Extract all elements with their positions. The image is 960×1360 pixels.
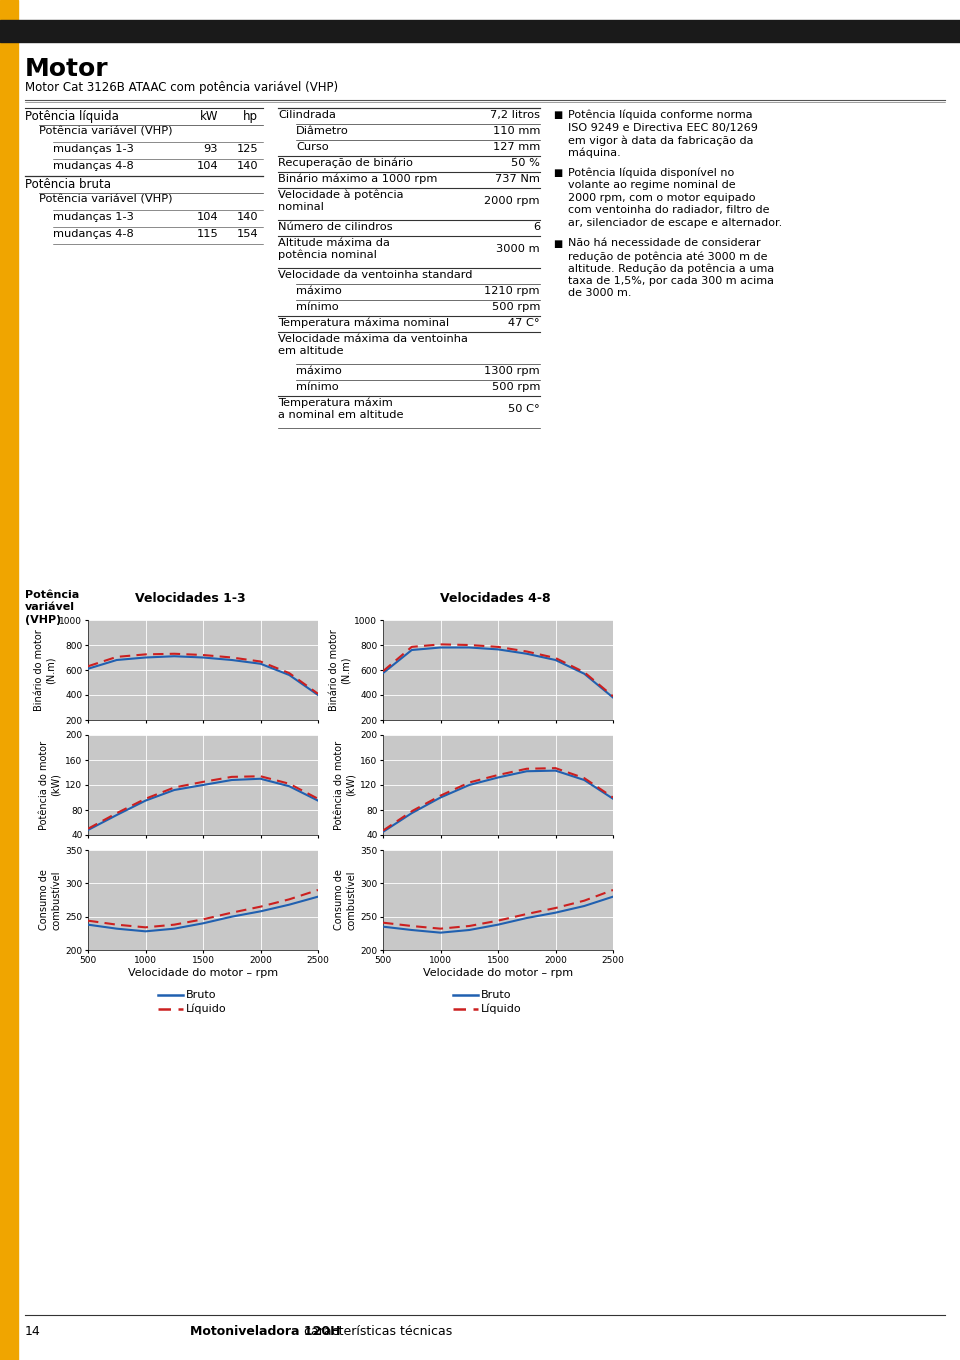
- Text: Recuperação de binário: Recuperação de binário: [278, 158, 413, 169]
- Text: 127 mm: 127 mm: [492, 141, 540, 152]
- Text: Velocidade máxima da ventoinha: Velocidade máxima da ventoinha: [278, 335, 468, 344]
- Text: kW: kW: [200, 110, 218, 122]
- Text: Motor Cat 3126B ATAAC com potência variável (VHP): Motor Cat 3126B ATAAC com potência variá…: [25, 82, 338, 94]
- Text: Motoniveladora 120H: Motoniveladora 120H: [190, 1325, 341, 1338]
- Y-axis label: Potência do motor
(kW): Potência do motor (kW): [39, 740, 61, 830]
- Text: 14: 14: [25, 1325, 40, 1338]
- Text: 50 %: 50 %: [511, 158, 540, 169]
- Text: em vigor à data da fabricação da: em vigor à data da fabricação da: [568, 135, 754, 146]
- Text: Velocidade à potência: Velocidade à potência: [278, 190, 403, 200]
- Text: Diâmetro: Diâmetro: [296, 126, 348, 136]
- Text: Temperatura máxim: Temperatura máxim: [278, 398, 393, 408]
- Text: 6: 6: [533, 222, 540, 233]
- Text: Velocidades 1-3: Velocidades 1-3: [134, 592, 246, 605]
- Text: mudanças 1-3: mudanças 1-3: [53, 144, 133, 154]
- Y-axis label: Binário do motor
(N.m): Binário do motor (N.m): [328, 630, 350, 711]
- Text: 2000 rpm, com o motor equipado: 2000 rpm, com o motor equipado: [568, 193, 756, 203]
- Text: altitude. Redução da potência a uma: altitude. Redução da potência a uma: [568, 264, 775, 273]
- Text: 500 rpm: 500 rpm: [492, 302, 540, 311]
- Text: Potência variável (VHP): Potência variável (VHP): [39, 194, 173, 205]
- Bar: [0, 20, 960, 42]
- Text: Potência variável (VHP): Potência variável (VHP): [39, 126, 173, 137]
- Text: Velocidade da ventoinha standard: Velocidade da ventoinha standard: [278, 271, 472, 280]
- Text: volante ao regime nominal de: volante ao regime nominal de: [568, 181, 735, 190]
- Text: ■: ■: [553, 110, 563, 120]
- Text: Temperatura máxima nominal: Temperatura máxima nominal: [278, 318, 449, 329]
- Text: Bruto: Bruto: [186, 990, 217, 1000]
- Text: nominal: nominal: [278, 203, 324, 212]
- Text: 3000 m: 3000 m: [496, 243, 540, 254]
- Bar: [0, 0, 18, 1360]
- Text: mínimo: mínimo: [296, 382, 339, 392]
- Text: Motor: Motor: [25, 57, 108, 82]
- Text: Líquido: Líquido: [186, 1004, 227, 1015]
- Text: Cilindrada: Cilindrada: [278, 110, 336, 120]
- Text: Binário máximo a 1000 rpm: Binário máximo a 1000 rpm: [278, 174, 438, 185]
- Text: Potência líquida disponível no: Potência líquida disponível no: [568, 169, 734, 178]
- Text: ■: ■: [553, 169, 563, 178]
- Text: 2000 rpm: 2000 rpm: [485, 196, 540, 205]
- Y-axis label: Consumo de
combustível: Consumo de combustível: [334, 869, 356, 930]
- Text: Curso: Curso: [296, 141, 328, 152]
- Text: 93: 93: [204, 144, 218, 154]
- Text: Potência líquida conforme norma: Potência líquida conforme norma: [568, 110, 753, 121]
- Text: 115: 115: [196, 228, 218, 239]
- Text: características técnicas: características técnicas: [300, 1325, 452, 1338]
- Text: Líquido: Líquido: [481, 1004, 521, 1015]
- Text: a nominal em altitude: a nominal em altitude: [278, 409, 403, 420]
- Text: 154: 154: [236, 228, 258, 239]
- Y-axis label: Potência do motor
(kW): Potência do motor (kW): [334, 740, 356, 830]
- Text: máquina.: máquina.: [568, 147, 621, 158]
- Text: 1210 rpm: 1210 rpm: [485, 286, 540, 296]
- Text: ■: ■: [553, 238, 563, 249]
- Text: Potência
variável
(VHP): Potência variável (VHP): [25, 590, 80, 624]
- Text: taxa de 1,5%, por cada 300 m acima: taxa de 1,5%, por cada 300 m acima: [568, 276, 774, 286]
- Text: 1300 rpm: 1300 rpm: [485, 366, 540, 375]
- Text: mudanças 4-8: mudanças 4-8: [53, 228, 133, 239]
- Text: Velocidade do motor – rpm: Velocidade do motor – rpm: [128, 968, 278, 978]
- Text: 500 rpm: 500 rpm: [492, 382, 540, 392]
- Text: Não há necessidade de considerar: Não há necessidade de considerar: [568, 238, 760, 249]
- Text: Velocidades 4-8: Velocidades 4-8: [440, 592, 550, 605]
- Text: 140: 140: [236, 212, 258, 222]
- Text: 737 Nm: 737 Nm: [495, 174, 540, 184]
- Text: de 3000 m.: de 3000 m.: [568, 288, 632, 298]
- Text: 140: 140: [236, 160, 258, 171]
- Text: 47 C°: 47 C°: [509, 318, 540, 328]
- Text: Bruto: Bruto: [481, 990, 512, 1000]
- Text: Potência líquida: Potência líquida: [25, 110, 119, 122]
- Text: 7,2 litros: 7,2 litros: [490, 110, 540, 120]
- Text: Número de cilindros: Número de cilindros: [278, 222, 393, 233]
- Text: ISO 9249 e Directiva EEC 80/1269: ISO 9249 e Directiva EEC 80/1269: [568, 122, 757, 132]
- Y-axis label: Binário do motor
(N.m): Binário do motor (N.m): [34, 630, 56, 711]
- Text: hp: hp: [243, 110, 258, 122]
- Text: máximo: máximo: [296, 366, 342, 375]
- Text: com ventoinha do radiador, filtro de: com ventoinha do radiador, filtro de: [568, 205, 770, 215]
- Text: mudanças 1-3: mudanças 1-3: [53, 212, 133, 222]
- Text: máximo: máximo: [296, 286, 342, 296]
- Text: redução de potência até 3000 m de: redução de potência até 3000 m de: [568, 252, 767, 261]
- Text: mínimo: mínimo: [296, 302, 339, 311]
- Text: Potência bruta: Potência bruta: [25, 178, 111, 190]
- Y-axis label: Consumo de
combustível: Consumo de combustível: [39, 869, 61, 930]
- Text: ar, silenciador de escape e alternador.: ar, silenciador de escape e alternador.: [568, 218, 782, 228]
- Text: 104: 104: [197, 212, 218, 222]
- Text: em altitude: em altitude: [278, 345, 344, 356]
- Text: potência nominal: potência nominal: [278, 250, 377, 261]
- Text: mudanças 4-8: mudanças 4-8: [53, 160, 133, 171]
- Text: 50 C°: 50 C°: [508, 404, 540, 413]
- Text: Altitude máxima da: Altitude máxima da: [278, 238, 390, 248]
- Text: 110 mm: 110 mm: [492, 126, 540, 136]
- Text: Velocidade do motor – rpm: Velocidade do motor – rpm: [423, 968, 573, 978]
- Text: 104: 104: [197, 160, 218, 171]
- Text: 125: 125: [236, 144, 258, 154]
